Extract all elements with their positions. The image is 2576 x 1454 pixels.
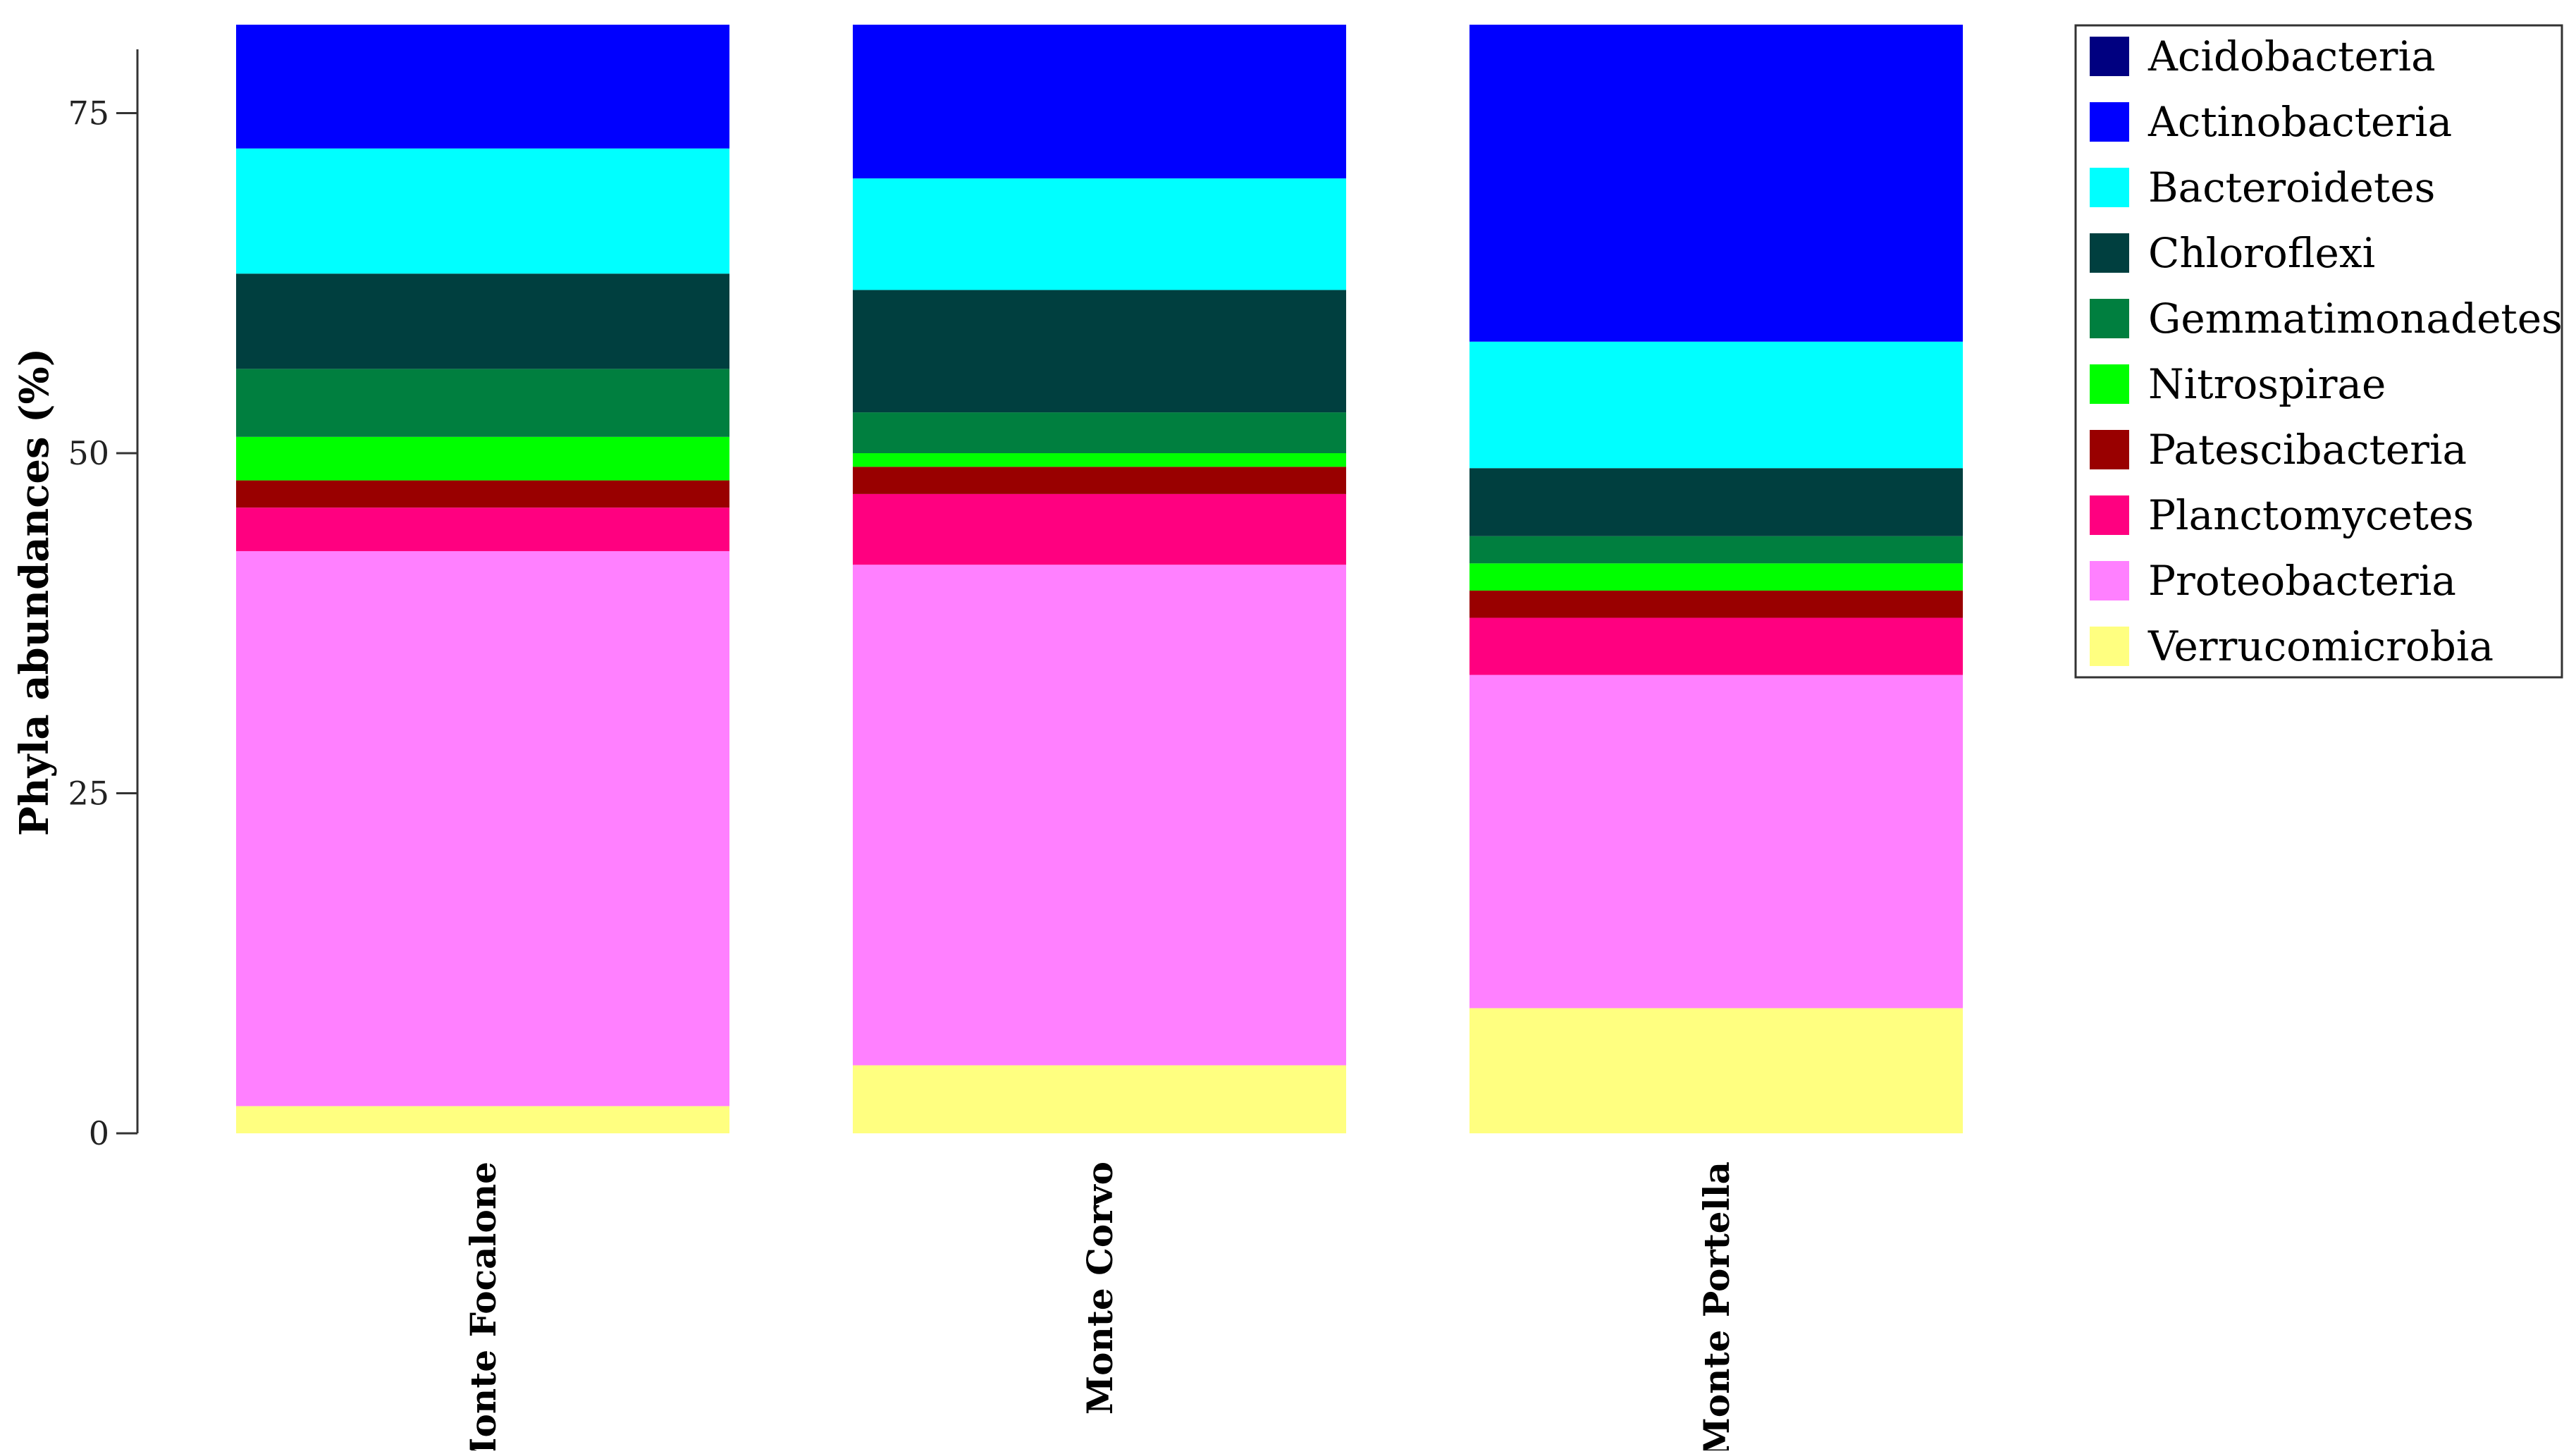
bar-segment-nitrospirae-monte-focalone [236, 436, 729, 481]
bar-segment-verrucomicrobia-monte-portella [1469, 1008, 1963, 1133]
category-label-monte-corvo: Monte Corvo [1079, 1162, 1121, 1415]
bars-layer [236, 25, 1963, 1133]
bar-segment-verrucomicrobia-monte-focalone [236, 1106, 729, 1133]
legend-label-actinobacteria: Actinobacteria [2147, 98, 2452, 146]
legend-label-chloroflexi: Chloroflexi [2148, 229, 2375, 277]
legend-swatch-nitrospirae [2090, 364, 2129, 404]
legend-swatch-chloroflexi [2090, 233, 2129, 273]
legend: Acidobacteria Actinobacteria Bacteroidetes… [2074, 24, 2563, 679]
legend-swatch-patescibacteria [2090, 430, 2129, 469]
bar-segment-proteobacteria-monte-focalone [236, 550, 729, 1107]
bar-segment-nitrospirae-monte-portella [1469, 563, 1963, 591]
bar-segment-bacteroidetes-monte-corvo [853, 178, 1346, 290]
y-tick-label-75: 75 [68, 94, 109, 133]
bar-segment-bacteroidetes-monte-focalone [236, 148, 729, 274]
legend-swatch-proteobacteria [2090, 561, 2129, 600]
legend-label-acidobacteria: Acidobacteria [2147, 32, 2436, 80]
legend-swatch-gemmatimonadetes [2090, 299, 2129, 338]
bar-segment-actinobacteria-monte-portella [1469, 25, 1963, 342]
bar-segment-gemmatimonadetes-monte-corvo [853, 412, 1346, 453]
bar-monte-focalone [236, 25, 729, 1133]
y-axis-title: Phyla abundances (%) [11, 348, 58, 836]
bar-segment-patescibacteria-monte-corvo [853, 467, 1346, 494]
bar-segment-patescibacteria-monte-focalone [236, 480, 729, 508]
bar-segment-patescibacteria-monte-portella [1469, 590, 1963, 618]
y-tick-label-0: 0 [89, 1114, 109, 1152]
bar-segment-bacteroidetes-monte-portella [1469, 341, 1963, 469]
category-label-monte-portella: Monte Portella [1696, 1162, 1737, 1450]
y-tick-label-25: 25 [68, 775, 109, 813]
legend-label-patescibacteria: Patescibacteria [2148, 426, 2467, 474]
legend-label-bacteroidetes: Bacteroidetes [2148, 164, 2435, 211]
bar-monte-portella [1469, 25, 1963, 1133]
legend-swatch-bacteroidetes [2090, 168, 2129, 207]
legend-label-planctomycetes: Planctomycetes [2148, 491, 2474, 539]
bar-segment-nitrospirae-monte-corvo [853, 453, 1346, 467]
legend-swatch-verrucomicrobia [2090, 627, 2129, 666]
bar-segment-planctomycetes-monte-corvo [853, 493, 1346, 565]
bar-segment-proteobacteria-monte-corvo [853, 565, 1346, 1066]
legend-label-nitrospirae: Nitrospirae [2148, 360, 2386, 408]
bar-segment-gemmatimonadetes-monte-focalone [236, 369, 729, 437]
bar-segment-proteobacteria-monte-portella [1469, 674, 1963, 1009]
bar-monte-corvo [853, 25, 1346, 1133]
bar-segment-chloroflexi-monte-focalone [236, 273, 729, 369]
legend-box [2074, 24, 2563, 679]
bar-segment-gemmatimonadetes-monte-portella [1469, 536, 1963, 564]
legend-label-proteobacteria: Proteobacteria [2148, 557, 2456, 605]
category-labels: Monte Focalone Monte Corvo Monte Portella [462, 1162, 1737, 1454]
legend-label-verrucomicrobia: Verrucomicrobia [2147, 622, 2494, 670]
y-tick-label-50: 50 [68, 434, 109, 472]
y-axis: 0 25 50 75 Phyla abundances (%) [11, 49, 139, 1152]
bar-segment-actinobacteria-monte-focalone [236, 25, 729, 149]
bar-segment-chloroflexi-monte-portella [1469, 468, 1963, 536]
legend-swatch-acidobacteria [2090, 37, 2129, 76]
legend-label-gemmatimonadetes: Gemmatimonadetes [2148, 295, 2563, 343]
legend-swatch-actinobacteria [2090, 102, 2129, 142]
bar-segment-planctomycetes-monte-portella [1469, 617, 1963, 675]
bar-segment-planctomycetes-monte-focalone [236, 507, 729, 551]
bar-segment-actinobacteria-monte-corvo [853, 25, 1346, 179]
bar-segment-verrucomicrobia-monte-corvo [853, 1065, 1346, 1133]
bar-segment-chloroflexi-monte-corvo [853, 290, 1346, 413]
legend-swatch-planctomycetes [2090, 495, 2129, 535]
category-label-monte-focalone: Monte Focalone [462, 1162, 504, 1450]
